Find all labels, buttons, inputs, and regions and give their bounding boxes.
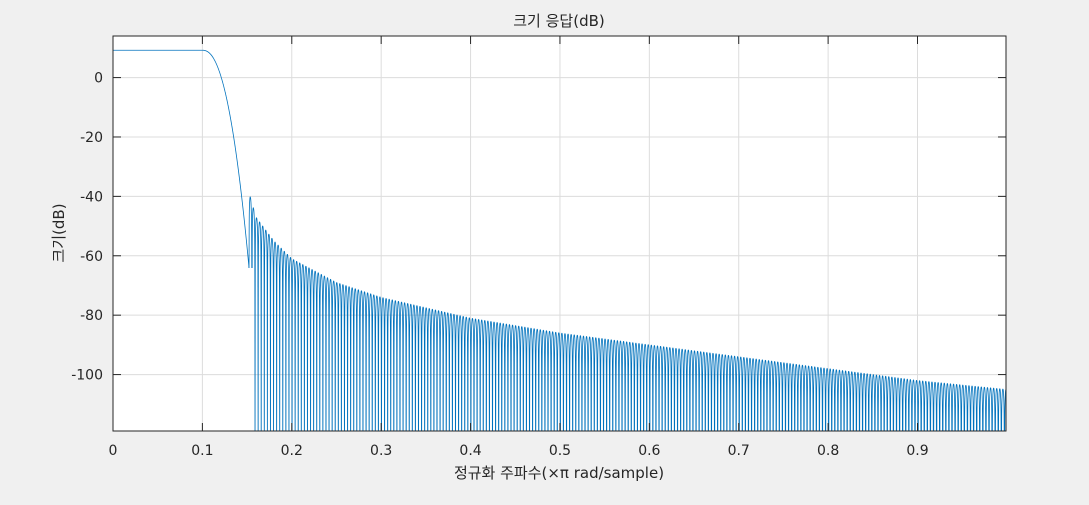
y-axis-ticks: 0 -20 -40 -60 -80 -100 <box>71 71 1006 384</box>
x-tick-label: 0.4 <box>459 443 481 459</box>
y-tick-label: 0 <box>94 71 103 87</box>
grid-lines <box>113 36 1006 431</box>
x-axis-ticks: 0 0.1 0.2 0.3 0.4 0.5 0.6 0.7 0.8 0.9 <box>109 36 929 459</box>
y-tick-label: -100 <box>71 368 103 384</box>
magnitude-line <box>113 49 1006 431</box>
x-tick-label: 0.3 <box>370 443 392 459</box>
y-tick-label: -40 <box>80 189 103 205</box>
y-tick-label: -80 <box>80 308 103 324</box>
chart-title: 크기 응답(dB) <box>513 12 605 30</box>
y-tick-label: -60 <box>80 249 103 265</box>
y-axis-label: 크기(dB) <box>50 203 68 262</box>
x-tick-label: 0.1 <box>191 443 213 459</box>
x-tick-label: 0.8 <box>817 443 839 459</box>
x-tick-label: 0.9 <box>906 443 928 459</box>
x-tick-label: 0.5 <box>549 443 571 459</box>
x-tick-label: 0.7 <box>728 443 750 459</box>
x-tick-label: 0 <box>109 443 118 459</box>
series-layer <box>113 49 1006 431</box>
x-axis-label: 정규화 주파수(×π rad/sample) <box>454 464 664 482</box>
y-tick-label: -20 <box>80 130 103 146</box>
x-tick-label: 0.2 <box>281 443 303 459</box>
x-tick-label: 0.6 <box>638 443 660 459</box>
